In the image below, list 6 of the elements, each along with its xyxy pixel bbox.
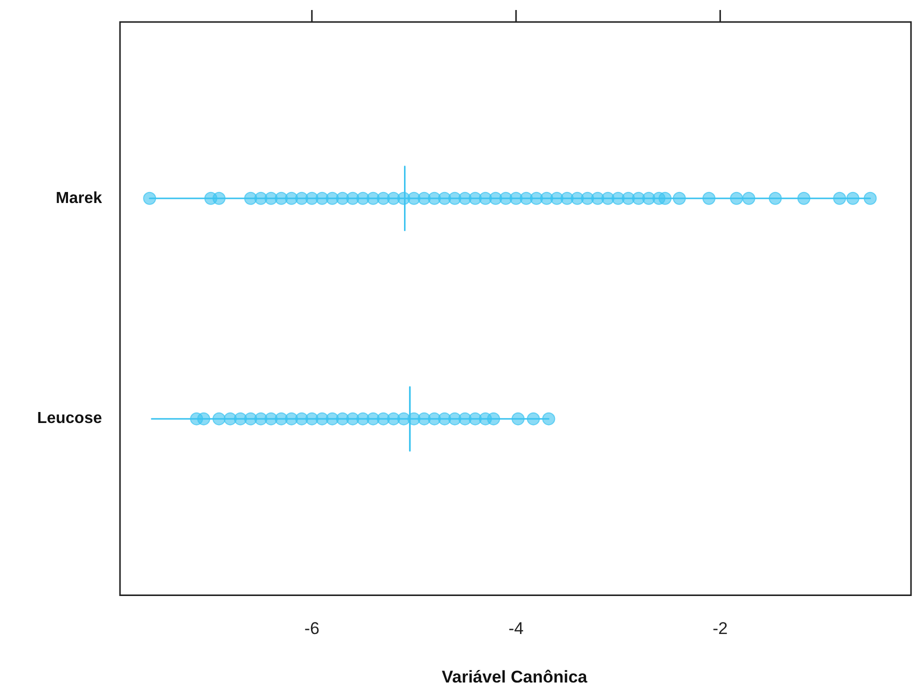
y-tick-label: Leucose	[37, 410, 102, 428]
x-tick-label: -2	[712, 619, 728, 638]
x-tick-label: -6	[304, 619, 320, 638]
x-tick-label: -4	[508, 619, 524, 638]
x-axis-title: Variável Canônica	[442, 667, 588, 686]
y-tick-label: Marek	[56, 190, 102, 207]
